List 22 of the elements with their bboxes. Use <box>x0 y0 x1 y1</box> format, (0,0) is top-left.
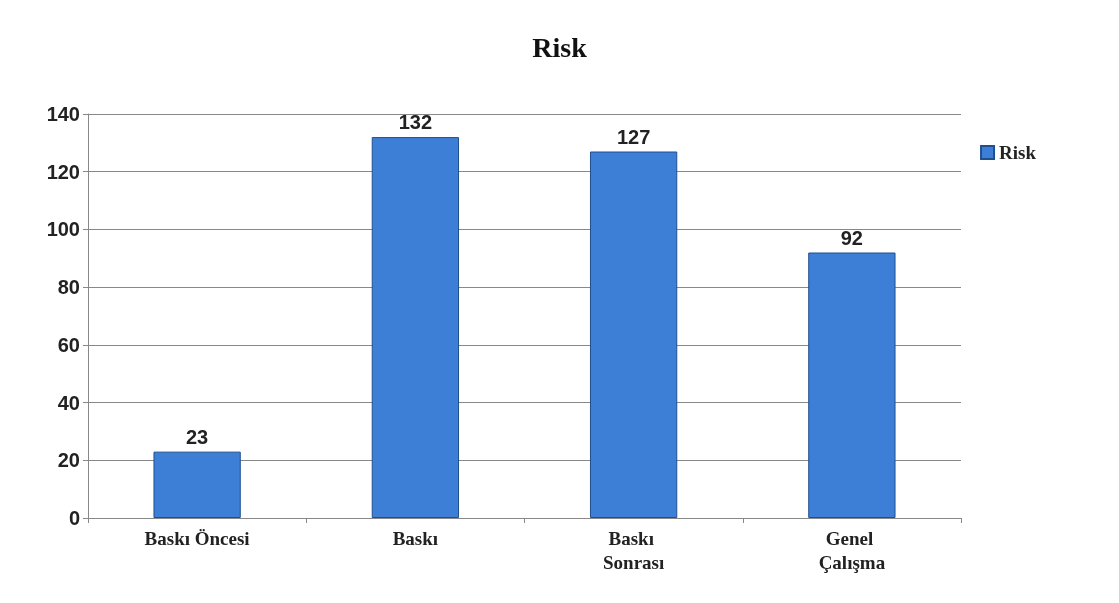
y-tick-label: 60 <box>57 333 80 356</box>
y-tick-label: 100 <box>46 218 80 241</box>
x-tick-label: Baskı <box>392 527 439 549</box>
x-tick-label: Genel Çalışma <box>818 527 886 573</box>
bar <box>808 252 896 518</box>
bar <box>371 137 460 518</box>
data-label: 92 <box>840 226 863 249</box>
x-tick-label: Baskı Sonrası <box>603 527 665 573</box>
bar <box>589 151 678 518</box>
bar <box>153 451 241 518</box>
x-tick-label: Baskı Öncesi <box>144 527 250 549</box>
data-label: 23 <box>186 425 209 448</box>
data-label: 132 <box>398 111 433 134</box>
y-tick-label: 20 <box>57 449 80 472</box>
data-label: 127 <box>616 125 651 148</box>
legend-label: Risk <box>999 142 1037 163</box>
chart-title: Risk <box>532 31 588 63</box>
y-tick-label: 120 <box>46 160 80 183</box>
y-tick-label: 0 <box>68 507 80 529</box>
y-tick-label: 140 <box>46 103 80 125</box>
y-tick-label: 80 <box>57 276 80 299</box>
y-tick-label: 40 <box>57 391 80 414</box>
